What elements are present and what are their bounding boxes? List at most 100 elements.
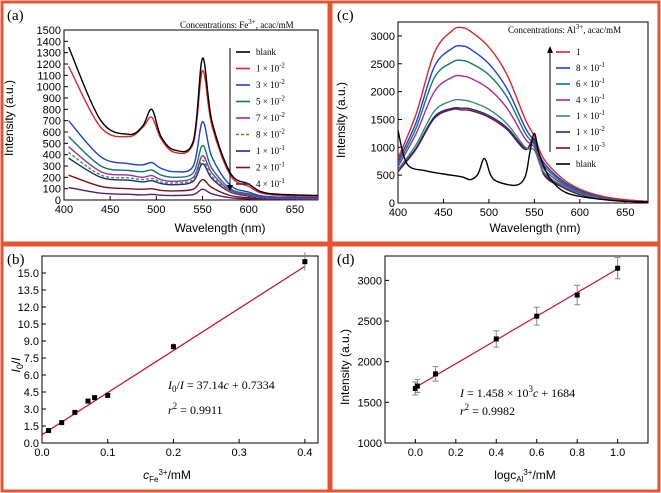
panel-a-ytick-label: 300	[43, 161, 61, 173]
panel-c: (c) Concentrations: Al3+, acac/mM 400 450…	[334, 8, 649, 235]
panel-a-ytick-label: 0	[55, 195, 61, 207]
panel-b-data-point	[105, 392, 111, 398]
panel-a-xtick-label: 450	[101, 204, 119, 216]
panel-b-ylabel: I0/I	[9, 357, 25, 373]
panel-b-ytick-label: 0.0	[24, 438, 39, 450]
panel-d-xtick-label: 1.0	[610, 447, 625, 459]
panel-a-legend-label: 2 × 10-1	[256, 161, 285, 173]
panel-a-legend-label: 5 × 10-2	[256, 95, 285, 107]
panel-d: (d) 0.0 0.2 0.4 0.6 0.8 1.0 1000 1500 2000 2500 30…	[337, 252, 649, 484]
panel-b-ytick-label: 7.5	[24, 353, 39, 365]
panel-a-ytick-label: 1000	[37, 82, 61, 94]
panel-b-data-point	[92, 395, 98, 401]
panel-b-ytick-label: 10.5	[18, 319, 39, 331]
panel-a-letter: (a)	[7, 8, 24, 24]
panel-a-series-line	[68, 120, 319, 199]
panel-b-xtick-label: 0.2	[166, 447, 181, 459]
panel-c-series-line	[397, 59, 649, 203]
panel-b-data-point	[72, 409, 78, 415]
panel-b: (b) 0.0 0.1 0.2 0.3 0.4 0.0 1.5 3.0 4.5 6.0 7.5 9.0…	[7, 252, 319, 484]
panel-c-legend-label: 1	[576, 47, 581, 57]
panel-a-series-line	[67, 46, 319, 197]
panel-c-xtick-label: 500	[480, 207, 498, 219]
panel-a-ytick-label: 1200	[37, 59, 61, 71]
panel-b-plot-frame	[41, 255, 319, 444]
panel-d-plot-frame	[384, 255, 649, 444]
panel-a-xtick-label: 400	[55, 204, 73, 216]
panel-a-xtick-label: 500	[147, 204, 165, 216]
panel-a-ytick-label: 600	[43, 127, 61, 139]
panel-a-ytick-label: 1400	[37, 36, 61, 48]
panel-a-xlabel: Wavelength (nm)	[175, 221, 266, 235]
panel-b-data-point	[302, 259, 308, 265]
panel-a-ytick-label: 800	[43, 104, 61, 116]
panel-a-ytick-label: 900	[43, 93, 61, 105]
panel-d-equation: I = 1.458 × 103c + 1684	[459, 384, 575, 400]
panel-a-series-line	[68, 146, 319, 200]
panel-a-xtick-label: 650	[286, 204, 304, 216]
panel-c-legend-arrowhead	[547, 46, 553, 53]
panel-c-xtick-label: 550	[525, 207, 543, 219]
panel-d-ytick-label: 2000	[358, 357, 382, 369]
panel-a-legend-title: Concentrations: Fe3+, acac/mM	[180, 18, 294, 30]
panel-c-letter: (c)	[337, 8, 354, 24]
panel-c-xtick-label: 600	[571, 207, 589, 219]
panel-d-xtick-label: 0.8	[570, 447, 585, 459]
panel-a-legend-label: 3 × 10-2	[256, 78, 285, 90]
panel-a-legend-arrowhead	[227, 185, 233, 191]
panel-c-ytick-label: 0	[389, 198, 395, 210]
panel-d-data-point	[534, 313, 540, 319]
panel-c-legend-label: 8 × 10-1	[576, 61, 605, 73]
panel-c-ytick-label: 500	[377, 170, 395, 182]
panel-a-series-line	[67, 65, 319, 198]
panel-b-ytick-label: 4.5	[24, 387, 39, 399]
panel-d-letter: (d)	[337, 252, 355, 268]
panel-d-xtick-label: 0.4	[489, 447, 504, 459]
panel-d-xlabel: logcAl3+/mM	[494, 468, 556, 484]
panel-b-xtick-label: 0.1	[100, 447, 115, 459]
panel-a-ytick-label: 100	[43, 184, 61, 196]
panel-d-fit-line	[415, 268, 618, 388]
panel-a-series-line	[68, 174, 319, 201]
panel-d-ylabel: Intensity (a.u.)	[338, 329, 352, 405]
panel-d-data-point	[574, 292, 580, 298]
panel-b-xlabel: cFe3+/mM	[143, 468, 191, 484]
panel-b-xtick-label: 0.3	[231, 447, 246, 459]
panel-b-ytick-label: 13.5	[18, 285, 39, 297]
panel-d-data-point	[493, 336, 499, 342]
panel-c-ytick-label: 1500	[371, 114, 395, 126]
panel-c-legend-label: 4 × 10-1	[576, 93, 605, 105]
panel-b-ytick-label: 6.0	[24, 370, 39, 382]
panel-c-series-line	[397, 98, 649, 203]
panel-d-ytick-label: 2500	[358, 316, 382, 328]
panel-c-series-line	[397, 44, 649, 203]
panel-a-ylabel: Intensity (a.u.)	[2, 80, 16, 156]
panel-b-data-point	[170, 344, 176, 350]
panel-b-data-point	[59, 420, 65, 426]
panel-b-ytick-label: 12.0	[18, 302, 39, 314]
panel-c-series-line	[397, 74, 649, 203]
panel-c-frame	[329, 0, 661, 245]
panel-d-ytick-label: 3000	[358, 275, 382, 287]
panel-b-letter: (b)	[7, 252, 25, 268]
panel-a-legend-label: blank	[256, 47, 276, 57]
panel-d-xtick-label: 0.0	[408, 447, 423, 459]
panel-a-plot-frame	[63, 29, 319, 201]
panel-c-ylabel: Intensity (a.u.)	[334, 82, 348, 158]
panel-c-ytick-label: 3000	[371, 31, 395, 43]
panel-c-xtick-label: 400	[389, 207, 407, 219]
panel-a-legend-label: 7 × 10-2	[256, 111, 285, 123]
panel-d-frame	[329, 243, 661, 493]
panel-c-legend-title: Concentrations: Al3+, acac/mM	[508, 23, 621, 35]
panel-a-legend-label: 1 × 10-2	[256, 62, 285, 74]
panel-b-ytick-label: 15.0	[18, 268, 39, 280]
panel-d-data-point	[433, 371, 439, 377]
panel-d-xtick-label: 0.2	[448, 447, 463, 459]
panel-b-ytick-label: 9.0	[24, 336, 39, 348]
panel-d-data-point	[615, 265, 621, 271]
panel-b-equation: I0/I = 37.14c + 0.7334	[167, 378, 275, 394]
panel-a-legend-label: 8 × 10-2	[256, 128, 285, 140]
panel-c-xtick-label: 450	[434, 207, 452, 219]
panel-b-xtick-label: 0.4	[297, 447, 312, 459]
panel-c-ytick-label: 1000	[371, 142, 395, 154]
